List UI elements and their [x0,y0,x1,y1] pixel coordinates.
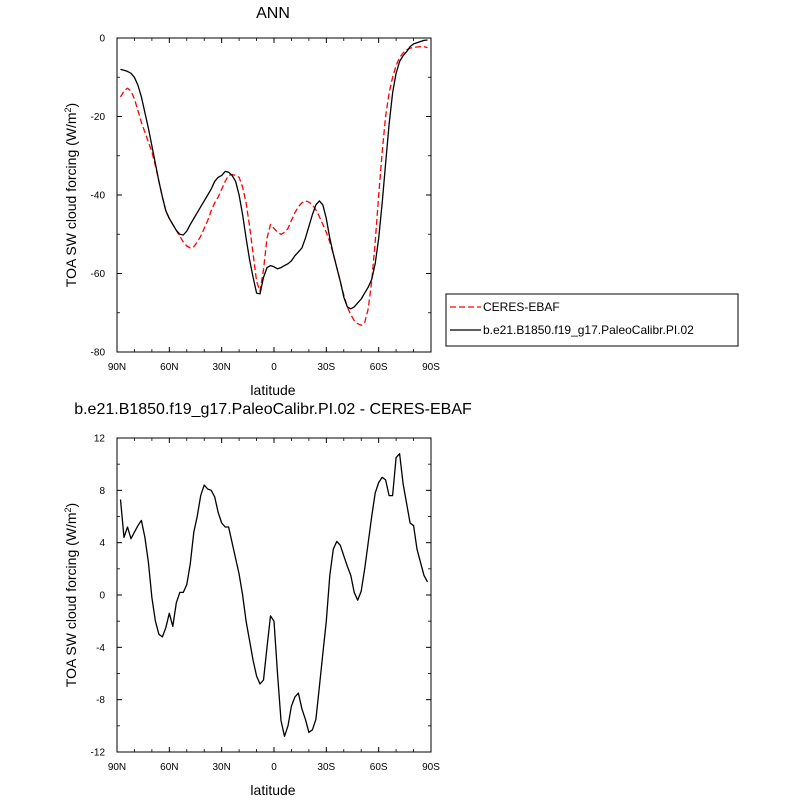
bottom-x-tick-label: 90N [108,762,126,773]
bottom-y-tick-label: 12 [94,434,106,445]
bottom-y-tick-label: 8 [99,486,105,497]
top-y-tick-label: -40 [91,191,106,202]
bottom-chart-title: b.e21.B1850.f19_g17.PaleoCalibr.PI.02 - … [74,401,472,418]
top-x-tick-label: 90S [422,362,440,373]
top-x-tick-label: 30S [317,362,335,373]
legend: CERES-EBAF b.e21.B1850.f19_g17.PaleoCali… [445,293,739,347]
legend-label-ceres: CERES-EBAF [483,300,560,314]
top-y-axis-label: TOA SW cloud forcing (W/m2) [63,103,79,287]
bottom-y-tick-label: -12 [91,748,106,759]
top-series-line-ceres [119,45,428,326]
bottom-x-tick-label: 0 [271,762,277,773]
top-x-tick-label: 0 [271,362,277,373]
top-y-tick-label: 0 [99,34,105,45]
bottom-y-axis-label: TOA SW cloud forcing (W/m2) [63,503,79,687]
top-x-tick-label: 90N [108,362,126,373]
bottom-plot-frame [116,437,432,753]
bottom-y-tick-label: -4 [96,643,105,654]
top-series-line-model [120,39,428,310]
top-x-tick-label: 60S [370,362,388,373]
legend-label-model: b.e21.B1850.f19_g17.PaleoCalibr.PI.02 [483,323,694,337]
top-x-tick-label: 30N [212,362,230,373]
bottom-series-line-model [119,453,429,737]
top-panel: ANN 90N 60N 30N 0 30S 60S 90S -80 -60 -40 -20 0 la… [63,5,739,398]
top-chart-title: ANN [256,5,290,22]
top-x-tick-label: 60N [160,362,178,373]
bottom-x-tick-label: 60N [160,762,178,773]
bottom-x-axis-label: latitude [250,782,295,798]
bottom-panel: b.e21.B1850.f19_g17.PaleoCalibr.PI.02 - … [63,401,472,798]
bottom-x-tick-label: 30S [317,762,335,773]
bottom-x-tick-label: 60S [370,762,388,773]
bottom-y-tick-label: -8 [96,695,105,706]
bottom-y-tick-label: 0 [99,591,105,602]
top-y-tick-label: -20 [91,112,106,123]
bottom-x-tick-label: 30N [212,762,230,773]
top-x-axis-label: latitude [250,382,295,398]
top-y-tick-label: -80 [91,348,106,359]
top-y-tick-label: -60 [91,269,106,280]
top-plot-frame [116,37,432,353]
bottom-x-tick-label: 90S [422,762,440,773]
legend-box [445,293,739,347]
bottom-y-tick-label: 4 [99,538,105,549]
